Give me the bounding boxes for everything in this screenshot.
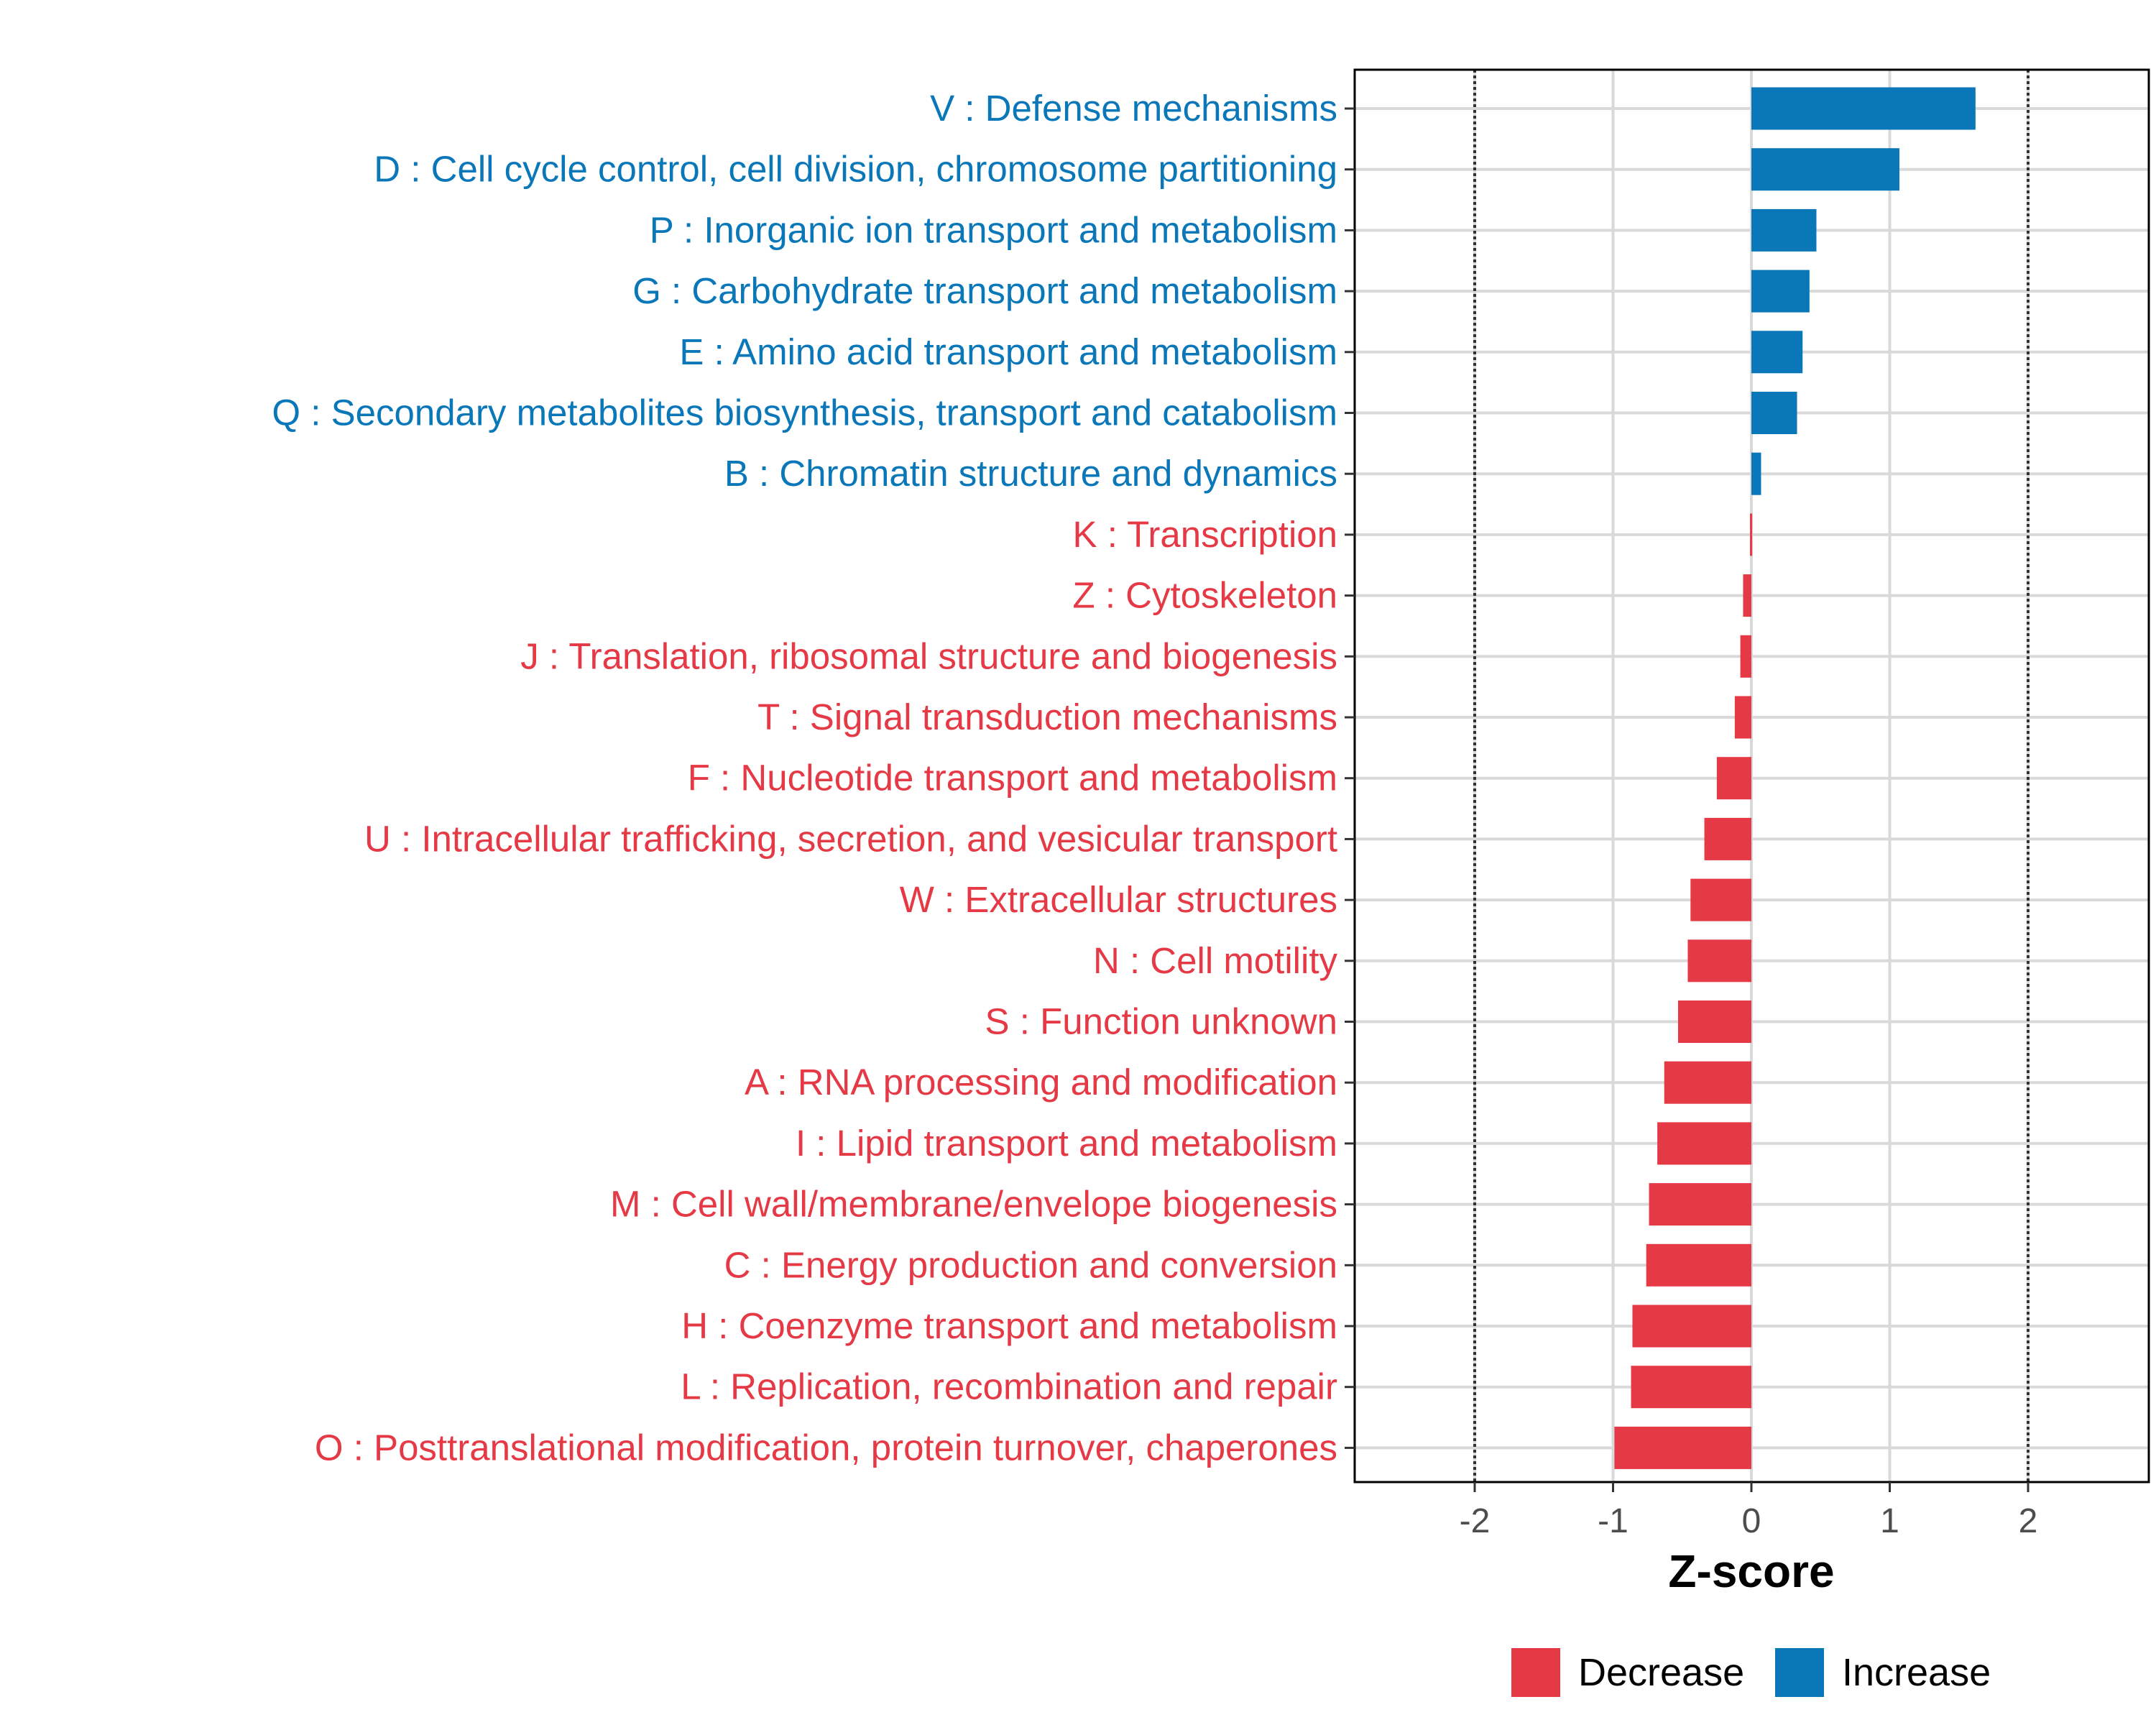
- category-label: D : Cell cycle control, cell division, c…: [374, 149, 1337, 190]
- bar: [1677, 1000, 1751, 1043]
- category-labels: V : Defense mechanisms D : Cell cycle con…: [272, 88, 1337, 1468]
- bar: [1751, 392, 1797, 434]
- bar: [1632, 1305, 1751, 1348]
- x-tick-label: 0: [1742, 1502, 1761, 1540]
- category-label: I : Lipid transport and metabolism: [796, 1123, 1337, 1164]
- category-label: O : Posttranslational modification, prot…: [315, 1427, 1337, 1468]
- category-label: S : Function unknown: [985, 1001, 1337, 1042]
- bar: [1649, 1183, 1751, 1226]
- category-label: H : Coenzyme transport and metabolism: [681, 1305, 1337, 1346]
- legend-label-increase: Increase: [1842, 1651, 1991, 1694]
- category-label: A : RNA processing and modification: [745, 1062, 1337, 1103]
- x-tick-label: -2: [1460, 1502, 1491, 1540]
- bar: [1704, 817, 1751, 860]
- category-label: V : Defense mechanisms: [930, 88, 1337, 129]
- bar: [1734, 696, 1751, 739]
- category-label: N : Cell motility: [1093, 940, 1338, 981]
- bar: [1751, 208, 1817, 252]
- bar: [1687, 939, 1751, 983]
- category-label: T : Signal transduction mechanisms: [757, 696, 1337, 737]
- axes: -2 -1 0 1 2: [1345, 68, 2150, 1540]
- legend-swatch-decrease: [1511, 1648, 1560, 1697]
- bar: [1751, 270, 1810, 313]
- bars: [1614, 87, 1976, 1469]
- category-label: C : Energy production and conversion: [724, 1244, 1337, 1285]
- bar: [1751, 87, 1976, 130]
- category-label: W : Extracellular structures: [900, 879, 1337, 920]
- bar: [1614, 1426, 1751, 1469]
- bar: [1631, 1366, 1751, 1409]
- category-label: F : Nucleotide transport and metabolism: [688, 758, 1337, 799]
- x-tick-label: -1: [1598, 1502, 1628, 1540]
- bar: [1751, 148, 1899, 191]
- bar: [1751, 452, 1761, 495]
- category-label: G : Carbohydrate transport and metabolis…: [632, 270, 1337, 311]
- x-axis-title: Z-score: [1668, 1545, 1834, 1597]
- category-label: K : Transcription: [1073, 514, 1337, 555]
- legend-label-decrease: Decrease: [1578, 1651, 1744, 1694]
- bar: [1740, 635, 1751, 678]
- legend-swatch-increase: [1775, 1648, 1824, 1697]
- x-tick-label: 2: [2019, 1502, 2038, 1540]
- category-label: U : Intracellular trafficking, secretion…: [364, 818, 1337, 859]
- bar: [1646, 1243, 1751, 1287]
- category-label: E : Amino acid transport and metabolism: [679, 331, 1337, 372]
- bar: [1690, 878, 1751, 921]
- bar: [1657, 1122, 1751, 1165]
- category-label: L : Replication, recombination and repai…: [681, 1366, 1337, 1407]
- category-label: B : Chromatin structure and dynamics: [724, 453, 1337, 494]
- bar: [1716, 757, 1751, 800]
- bar: [1751, 331, 1803, 374]
- category-label: P : Inorganic ion transport and metaboli…: [650, 209, 1337, 250]
- category-label: Z : Cytoskeleton: [1073, 575, 1337, 616]
- bar: [1664, 1061, 1751, 1104]
- category-label: M : Cell wall/membrane/envelope biogenes…: [610, 1184, 1337, 1225]
- legend: Decrease Increase: [1511, 1648, 1991, 1697]
- category-label: Q : Secondary metabolites biosynthesis, …: [272, 392, 1337, 433]
- bar: [1743, 574, 1751, 617]
- x-tick-label: 1: [1880, 1502, 1899, 1540]
- bar: [1750, 513, 1753, 556]
- category-label: J : Translation, ribosomal structure and…: [520, 635, 1337, 676]
